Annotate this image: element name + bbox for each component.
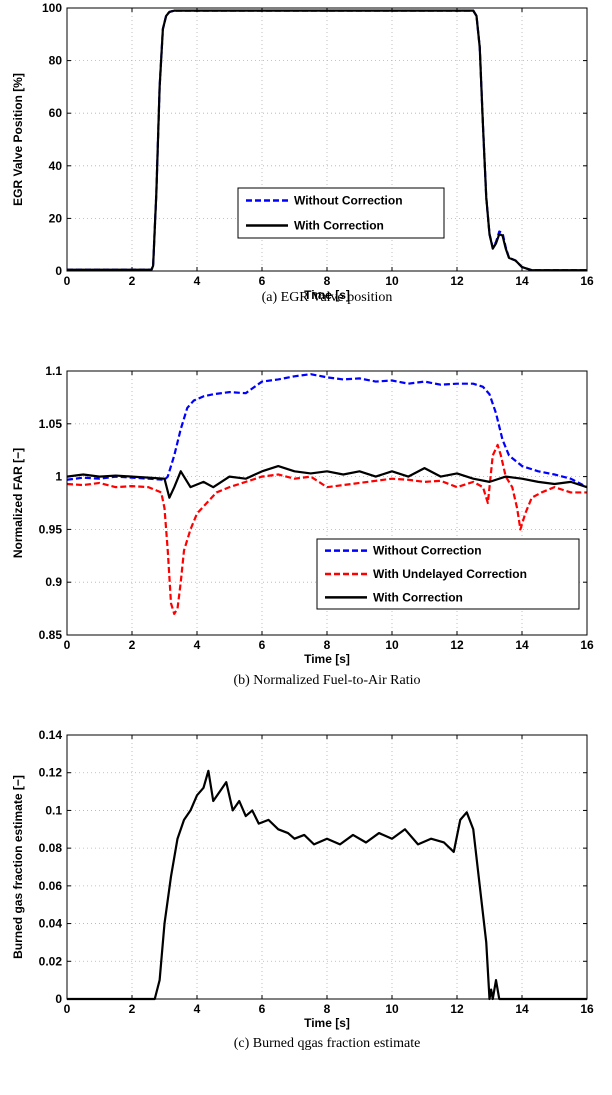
y-axis-label: Normalized FAR [−] [11,448,25,558]
x-tick-label: 2 [129,1002,136,1016]
y-axis-label: Burned gas fraction estimate [−] [11,775,25,959]
y-tick-label: 0.12 [39,766,63,780]
y-tick-label: 0 [55,992,62,1006]
x-tick-label: 16 [580,274,594,288]
y-tick-label: 0.1 [45,803,62,817]
x-tick-label: 12 [450,638,464,652]
y-tick-label: 0.85 [39,628,63,642]
x-tick-label: 2 [129,638,136,652]
chart-2: 0 2 4 6 8 10 12 14 16 0.85 0.9 0.95 1 1.05 1.1 Time [s]… [11,364,594,688]
y-tick-label: 0.04 [39,917,63,931]
x-tick-label: 14 [515,274,529,288]
series-line-3 [66,464,588,499]
series-line-2 [67,9,587,272]
x-axis-label: Time [s] [304,288,350,302]
y-tick-label: 0.02 [39,954,63,968]
x-tick-label: 10 [385,1002,399,1016]
figure-caption: (c) Burned qgas fraction estimate [234,1036,421,1051]
figure-caption: (a) EGR Valve position [262,290,393,305]
legend-box [237,187,445,239]
x-tick-label: 4 [194,638,201,652]
y-tick-label: 1.05 [39,417,63,431]
y-tick-label: 40 [49,159,63,173]
x-tick-label: 0 [64,274,71,288]
legend-label: Without Correction [373,544,482,558]
x-tick-label: 16 [580,1002,594,1016]
legend-label: With Correction [294,219,384,233]
y-tick-label: 20 [49,211,63,225]
x-axis-label: Time [s] [304,1016,350,1030]
y-tick-label: 0.9 [45,575,62,589]
x-tick-label: 8 [324,1002,331,1016]
x-tick-label: 14 [515,1002,529,1016]
x-tick-label: 10 [385,638,399,652]
y-tick-label: 60 [49,106,63,120]
x-tick-label: 0 [64,1002,71,1016]
y-tick-label: 0.14 [39,728,63,742]
x-tick-label: 14 [515,638,529,652]
y-tick-label: 0.95 [39,522,63,536]
y-tick-label: 100 [42,1,62,15]
x-tick-label: 6 [259,638,266,652]
legend-label: With Correction [373,590,463,604]
y-tick-label: 0 [55,264,62,278]
y-tick-label: 0.08 [39,841,63,855]
y-tick-label: 80 [49,54,63,68]
y-tick-label: 1 [55,470,62,484]
legend-label: With Undelayed Correction [373,567,527,581]
x-tick-label: 2 [129,274,136,288]
x-tick-label: 16 [580,638,594,652]
x-tick-label: 4 [194,274,201,288]
x-tick-label: 8 [324,638,331,652]
chart-3: 0 2 4 6 8 10 12 14 16 0 0.02 0.04 0.06 0.08 0.1 0.12 0.1… [11,728,594,1051]
x-tick-label: 0 [64,638,71,652]
x-tick-label: 6 [259,1002,266,1016]
x-tick-label: 8 [324,274,331,288]
x-tick-label: 4 [194,1002,201,1016]
x-tick-label: 12 [450,1002,464,1016]
y-tick-label: 0.06 [39,879,63,893]
y-axis-label: EGR Valve Position [%] [11,73,25,206]
series-line-2 [66,443,587,615]
series-line-1 [67,769,587,1001]
chart-1: 0 2 4 6 8 10 12 14 16 0 20 40 60 80 100 Time [s] EGR Val… [11,1,594,305]
figure-caption: (b) Normalized Fuel-to-Air Ratio [233,673,420,688]
x-axis-label: Time [s] [304,652,350,666]
x-tick-label: 12 [450,274,464,288]
x-tick-label: 6 [259,274,266,288]
legend-label: Without Correction [294,194,403,208]
series-line-1 [66,373,588,489]
x-tick-label: 10 [385,274,399,288]
y-tick-label: 1.1 [45,364,62,378]
